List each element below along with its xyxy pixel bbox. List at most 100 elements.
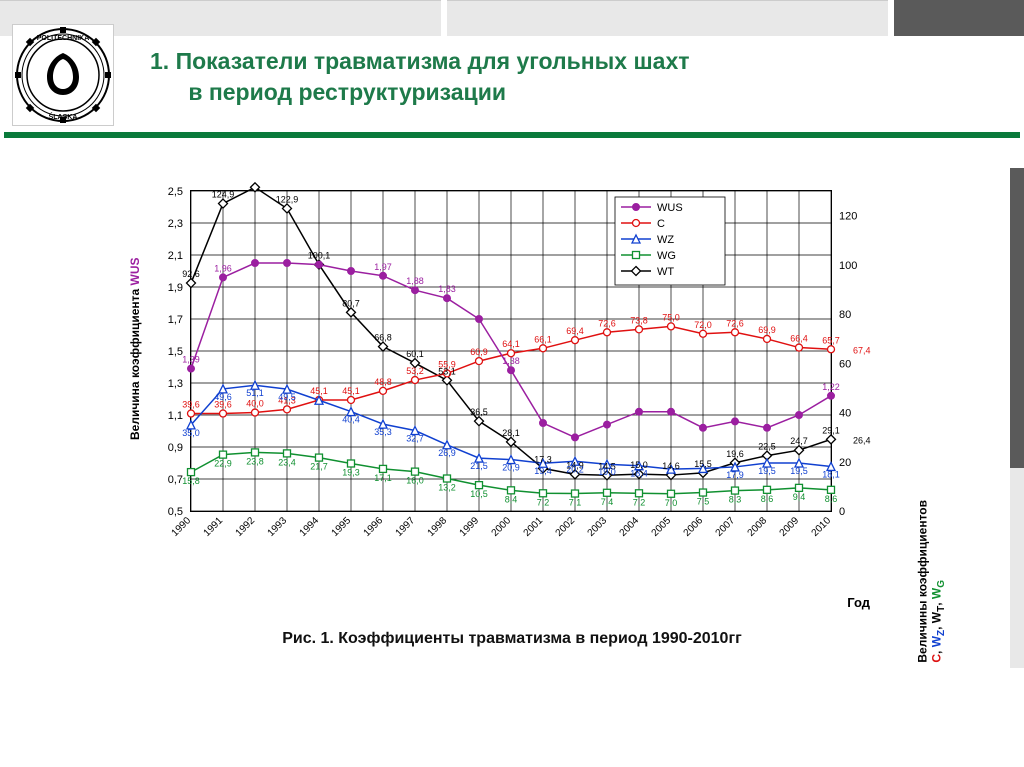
svg-text:1,1: 1,1 — [168, 410, 183, 422]
plot-area: 92,6124,9122,9100,180,766,860,153,136,52… — [190, 190, 832, 512]
svg-text:2001: 2001 — [522, 515, 546, 539]
svg-text:21,7: 21,7 — [310, 462, 328, 472]
header-bar — [0, 0, 1024, 36]
svg-text:15,5: 15,5 — [694, 459, 712, 469]
svg-text:80: 80 — [839, 309, 851, 321]
university-logo: POLITECHNIKA ŚLĄSKA — [12, 24, 114, 126]
svg-text:7,5: 7,5 — [697, 497, 710, 507]
svg-text:19,5: 19,5 — [790, 466, 808, 476]
svg-text:2000: 2000 — [490, 515, 514, 539]
header-dark — [894, 0, 1024, 36]
svg-text:92,6: 92,6 — [182, 269, 200, 279]
svg-text:55,9: 55,9 — [438, 359, 456, 369]
svg-text:53,2: 53,2 — [406, 366, 424, 376]
svg-text:14,6: 14,6 — [662, 461, 680, 471]
svg-text:22,5: 22,5 — [758, 442, 776, 452]
svg-text:72,0: 72,0 — [694, 320, 712, 330]
svg-text:2,5: 2,5 — [168, 186, 183, 198]
svg-text:21,5: 21,5 — [470, 461, 488, 471]
svg-text:C: C — [657, 218, 665, 230]
svg-text:10,5: 10,5 — [470, 489, 488, 499]
svg-text:19,4: 19,4 — [534, 466, 552, 476]
svg-text:2004: 2004 — [618, 515, 642, 539]
svg-text:2005: 2005 — [650, 515, 674, 539]
svg-text:66,8: 66,8 — [374, 333, 392, 343]
svg-text:WUS: WUS — [657, 202, 683, 214]
svg-text:75,0: 75,0 — [662, 312, 680, 322]
svg-text:100: 100 — [839, 260, 857, 272]
svg-text:32,7: 32,7 — [406, 434, 424, 444]
svg-text:1999: 1999 — [458, 515, 482, 539]
svg-text:66,4: 66,4 — [790, 334, 808, 344]
svg-text:40,0: 40,0 — [246, 399, 264, 409]
svg-text:7,0: 7,0 — [665, 498, 678, 508]
svg-text:120: 120 — [839, 211, 857, 223]
svg-text:69,4: 69,4 — [566, 326, 584, 336]
svg-text:1,9: 1,9 — [168, 282, 183, 294]
svg-text:72,6: 72,6 — [598, 318, 616, 328]
svg-text:60,1: 60,1 — [406, 349, 424, 359]
svg-text:1,83: 1,83 — [438, 284, 456, 294]
svg-text:100,1: 100,1 — [308, 251, 331, 261]
svg-text:POLITECHNIKA: POLITECHNIKA — [37, 35, 90, 42]
svg-text:8,3: 8,3 — [729, 495, 742, 505]
svg-text:2008: 2008 — [746, 515, 770, 539]
svg-text:60,9: 60,9 — [470, 347, 488, 357]
svg-text:2,3: 2,3 — [168, 218, 183, 230]
svg-text:17,9: 17,9 — [726, 470, 744, 480]
svg-text:66,1: 66,1 — [534, 334, 552, 344]
slide-title-line1: 1. Показатели травматизма для угольных ш… — [150, 48, 690, 74]
svg-text:7,1: 7,1 — [569, 498, 582, 508]
svg-text:19,5: 19,5 — [758, 466, 776, 476]
svg-text:64,1: 64,1 — [502, 339, 520, 349]
svg-text:0,5: 0,5 — [168, 506, 183, 518]
svg-text:8,4: 8,4 — [505, 494, 518, 504]
svg-text:1,88: 1,88 — [406, 276, 424, 286]
svg-text:19,0: 19,0 — [598, 467, 616, 477]
svg-text:1993: 1993 — [266, 515, 290, 539]
svg-text:69,9: 69,9 — [758, 325, 776, 335]
svg-text:2006: 2006 — [682, 515, 706, 539]
svg-text:1,96: 1,96 — [214, 263, 232, 273]
svg-text:45,1: 45,1 — [342, 386, 360, 396]
svg-text:122,9: 122,9 — [276, 194, 299, 204]
title-area: 1. Показатели травматизма для угольных ш… — [150, 46, 984, 108]
svg-text:48,8: 48,8 — [374, 377, 392, 387]
svg-text:19,6: 19,6 — [726, 449, 744, 459]
svg-text:1991: 1991 — [202, 515, 226, 539]
svg-text:2007: 2007 — [714, 515, 738, 539]
svg-text:65,7: 65,7 — [822, 335, 840, 345]
svg-text:1994: 1994 — [298, 515, 322, 539]
title-underline — [4, 132, 1020, 138]
svg-text:1,3: 1,3 — [168, 378, 183, 390]
svg-text:9,4: 9,4 — [793, 492, 806, 502]
svg-text:13,2: 13,2 — [438, 483, 456, 493]
svg-text:40,4: 40,4 — [342, 415, 360, 425]
svg-text:2002: 2002 — [554, 515, 578, 539]
svg-text:51,1: 51,1 — [246, 388, 264, 398]
chart-container: Величина коэффициента WUS Величины коэфф… — [120, 180, 910, 600]
svg-text:8,6: 8,6 — [761, 494, 774, 504]
side-accent-dark — [1010, 168, 1024, 468]
svg-text:49,6: 49,6 — [214, 392, 232, 402]
svg-text:1996: 1996 — [362, 515, 386, 539]
svg-text:2010: 2010 — [810, 515, 834, 539]
svg-text:73,8: 73,8 — [630, 315, 648, 325]
svg-text:18,4: 18,4 — [630, 469, 648, 479]
header-gray-2 — [447, 0, 888, 36]
svg-text:1,39: 1,39 — [182, 355, 200, 365]
svg-text:7,2: 7,2 — [633, 497, 646, 507]
svg-text:1998: 1998 — [426, 515, 450, 539]
y1-axis-label: Величина коэффициента WUS — [128, 257, 142, 440]
svg-text:1,38: 1,38 — [502, 356, 520, 366]
svg-text:26,4: 26,4 — [853, 435, 871, 445]
svg-text:0,9: 0,9 — [168, 442, 183, 454]
svg-text:23,4: 23,4 — [278, 457, 296, 467]
svg-text:36,5: 36,5 — [470, 407, 488, 417]
svg-text:1,22: 1,22 — [822, 382, 840, 392]
svg-text:0: 0 — [839, 506, 845, 518]
svg-text:20,9: 20,9 — [502, 463, 520, 473]
svg-text:18,1: 18,1 — [822, 469, 840, 479]
svg-text:1,97: 1,97 — [374, 262, 392, 272]
svg-text:22,9: 22,9 — [214, 459, 232, 469]
